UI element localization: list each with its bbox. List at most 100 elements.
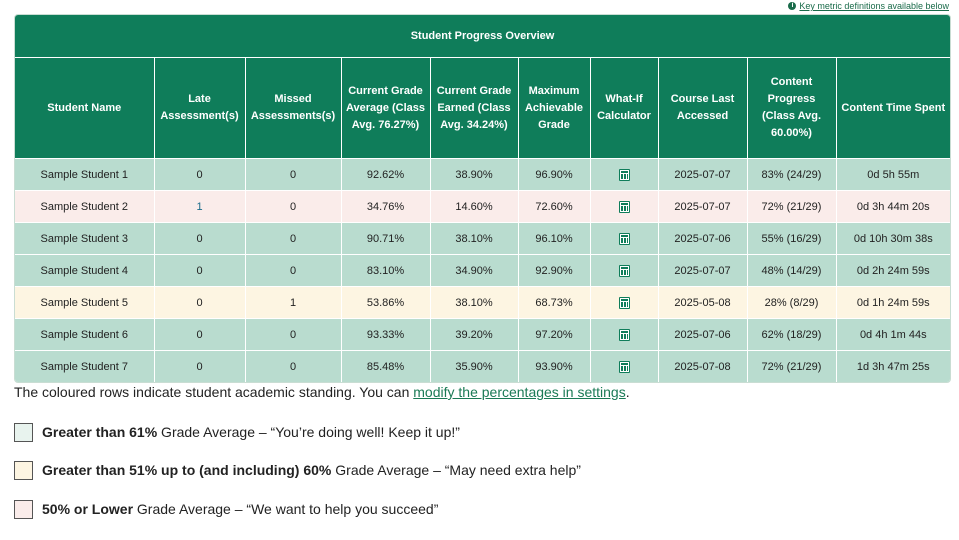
table-row: Sample Student 5 0 1 53.86% 38.10% 68.73% 2025… (15, 286, 950, 319)
grade-earned-cell: 38.90% (430, 158, 519, 191)
calculator-icon[interactable] (618, 296, 630, 309)
grade-average-cell: 85.48% (341, 350, 431, 382)
legend-swatch-mid (14, 460, 33, 480)
last-accessed-cell: 2025-07-06 (658, 318, 748, 351)
content-progress-cell: 83% (24/29) (747, 158, 837, 191)
student-name-cell: Sample Student 4 (15, 254, 155, 287)
last-accessed-cell: 2025-07-06 (658, 222, 748, 255)
late-assessments-cell: 0 (154, 286, 246, 319)
column-header-content-time-spent[interactable]: Content Time Spent (836, 57, 950, 159)
column-header-content-progress[interactable]: Content Progress (Class Avg. 60.00%) (747, 57, 837, 159)
student-name-cell: Sample Student 6 (15, 318, 155, 351)
missed-assessments-cell: 1 (245, 286, 342, 319)
legend-label-mid: Greater than 51% up to (and including) 6… (42, 462, 581, 478)
grade-earned-cell: 34.90% (430, 254, 519, 287)
standing-note-suffix: . (625, 384, 630, 400)
max-grade-cell: 97.20% (518, 318, 591, 351)
missed-assessments-cell: 0 (245, 222, 342, 255)
legend-label-good: Greater than 61% Grade Average – “You’re… (42, 424, 460, 440)
key-metric-note: i Key metric definitions available below (788, 0, 949, 12)
legend-item-mid: Greater than 51% up to (and including) 6… (14, 459, 581, 481)
max-grade-cell: 96.90% (518, 158, 591, 191)
student-progress-table: Student Progress Overview Student Name L… (14, 14, 951, 383)
table-row: Sample Student 7 0 0 85.48% 35.90% 93.90% 2025… (15, 350, 950, 382)
settings-link[interactable]: modify the percentages in settings (413, 384, 626, 400)
column-header-current-grade-average[interactable]: Current Grade Average (Class Avg. 76.27%… (341, 57, 431, 159)
time-spent-cell: 0d 5h 55m (836, 158, 950, 191)
student-name-cell: Sample Student 1 (15, 158, 155, 191)
table-row: Sample Student 6 0 0 93.33% 39.20% 97.20% 2025… (15, 318, 950, 351)
grade-average-cell: 53.86% (341, 286, 431, 319)
content-progress-cell: 28% (8/29) (747, 286, 837, 319)
max-grade-cell: 96.10% (518, 222, 591, 255)
time-spent-cell: 0d 1h 24m 59s (836, 286, 950, 319)
standing-note-text: The coloured rows indicate student acade… (14, 384, 414, 400)
legend-swatch-low (14, 499, 33, 519)
student-name-cell: Sample Student 3 (15, 222, 155, 255)
max-grade-cell: 92.90% (518, 254, 591, 287)
late-assessments-cell: 0 (154, 318, 246, 351)
standing-note: The coloured rows indicate student acade… (14, 384, 630, 400)
column-header-maximum-achievable-grade[interactable]: Maximum Achievable Grade (518, 57, 591, 159)
max-grade-cell: 93.90% (518, 350, 591, 382)
calculator-icon[interactable] (618, 168, 630, 181)
missed-assessments-cell: 0 (245, 190, 342, 223)
missed-assessments-cell: 0 (245, 158, 342, 191)
legend-item-low: 50% or Lower Grade Average – “We want to… (14, 498, 438, 520)
student-name-cell: Sample Student 5 (15, 286, 155, 319)
legend-swatch-good (14, 422, 33, 442)
content-progress-cell: 62% (18/29) (747, 318, 837, 351)
what-if-calculator-cell[interactable] (590, 254, 659, 287)
what-if-calculator-cell[interactable] (590, 190, 659, 223)
content-progress-cell: 72% (21/29) (747, 190, 837, 223)
table-title: Student Progress Overview (15, 15, 950, 58)
what-if-calculator-cell[interactable] (590, 350, 659, 382)
content-progress-cell: 72% (21/29) (747, 350, 837, 382)
time-spent-cell: 0d 2h 24m 59s (836, 254, 950, 287)
calculator-icon[interactable] (618, 264, 630, 277)
calculator-icon[interactable] (618, 328, 630, 341)
late-assessments-cell: 0 (154, 222, 246, 255)
time-spent-cell: 0d 10h 30m 38s (836, 222, 950, 255)
column-header-student-name[interactable]: Student Name (15, 57, 155, 159)
grade-earned-cell: 38.10% (430, 222, 519, 255)
late-assessments-cell: 0 (154, 254, 246, 287)
last-accessed-cell: 2025-07-07 (658, 158, 748, 191)
grade-average-cell: 34.76% (341, 190, 431, 223)
column-header-late-assessments[interactable]: Late Assessment(s) (154, 57, 246, 159)
grade-average-cell: 90.71% (341, 222, 431, 255)
column-header-course-last-accessed[interactable]: Course Last Accessed (658, 57, 748, 159)
calculator-icon[interactable] (618, 200, 630, 213)
time-spent-cell: 0d 4h 1m 44s (836, 318, 950, 351)
grade-average-cell: 83.10% (341, 254, 431, 287)
grade-earned-cell: 14.60% (430, 190, 519, 223)
max-grade-cell: 68.73% (518, 286, 591, 319)
column-header-current-grade-earned[interactable]: Current Grade Earned (Class Avg. 34.24%) (430, 57, 519, 159)
what-if-calculator-cell[interactable] (590, 222, 659, 255)
grade-earned-cell: 38.10% (430, 286, 519, 319)
what-if-calculator-cell[interactable] (590, 158, 659, 191)
key-metric-definitions-link[interactable]: Key metric definitions available below (799, 1, 949, 11)
grade-average-cell: 92.62% (341, 158, 431, 191)
last-accessed-cell: 2025-05-08 (658, 286, 748, 319)
last-accessed-cell: 2025-07-07 (658, 190, 748, 223)
time-spent-cell: 0d 3h 44m 20s (836, 190, 950, 223)
missed-assessments-cell: 0 (245, 254, 342, 287)
calculator-icon[interactable] (618, 360, 630, 373)
content-progress-cell: 55% (16/29) (747, 222, 837, 255)
table-row: Sample Student 1 0 0 92.62% 38.90% 96.90% 2025… (15, 158, 950, 191)
what-if-calculator-cell[interactable] (590, 318, 659, 351)
column-header-missed-assessments[interactable]: Missed Assessments(s) (245, 57, 342, 159)
what-if-calculator-cell[interactable] (590, 286, 659, 319)
legend-item-good: Greater than 61% Grade Average – “You’re… (14, 421, 460, 443)
column-header-what-if-calculator[interactable]: What-If Calculator (590, 57, 659, 159)
late-assessments-cell: 1 (154, 190, 246, 223)
grade-average-cell: 93.33% (341, 318, 431, 351)
student-name-cell: Sample Student 2 (15, 190, 155, 223)
last-accessed-cell: 2025-07-07 (658, 254, 748, 287)
late-count-link[interactable]: 1 (196, 200, 203, 213)
legend-label-low: 50% or Lower Grade Average – “We want to… (42, 501, 439, 517)
calculator-icon[interactable] (618, 232, 630, 245)
table-row: Sample Student 2 1 0 34.76% 14.60% 72.60% 2025… (15, 190, 950, 223)
late-assessments-cell: 0 (154, 350, 246, 382)
